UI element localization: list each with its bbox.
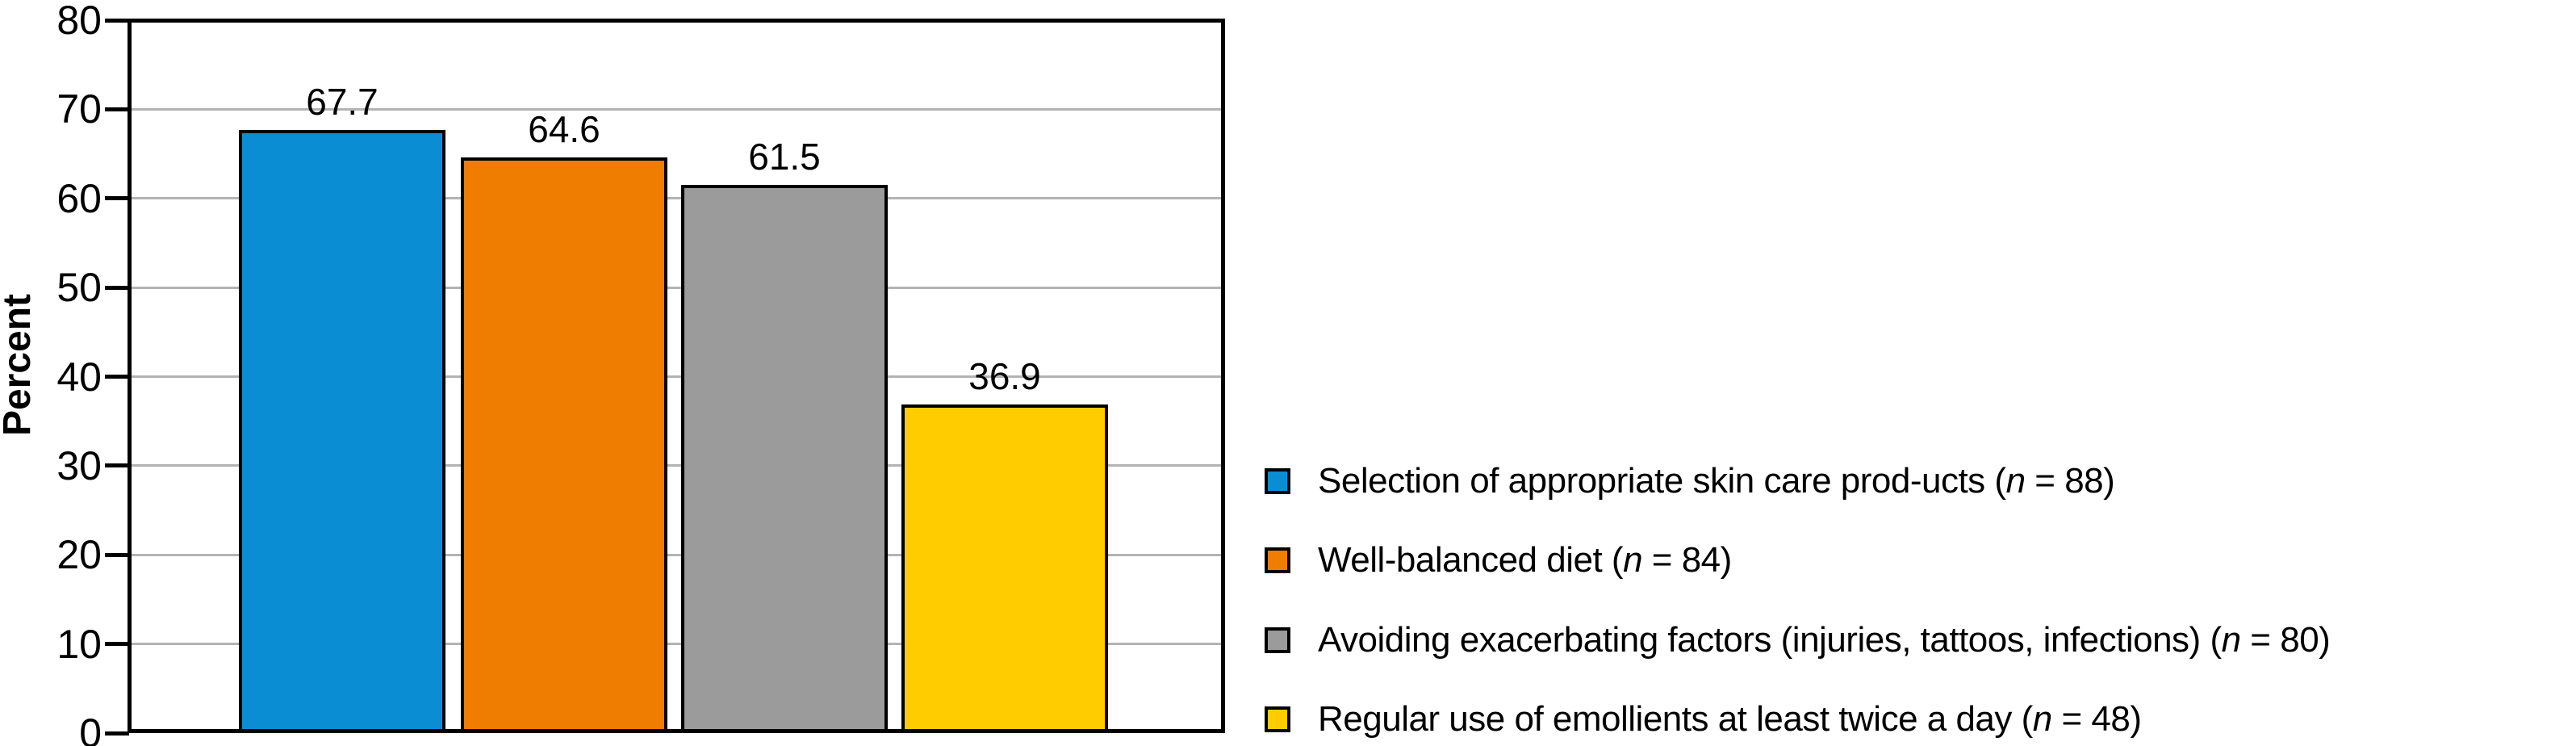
legend-label-n-italic: n <box>1623 540 1643 580</box>
gridline-40 <box>132 375 1223 378</box>
y-tick-mark-60 <box>105 196 129 201</box>
y-tick-mark-50 <box>105 285 129 290</box>
legend-swatch-2 <box>1265 627 1290 653</box>
legend-label-n-italic: n <box>2221 620 2241 660</box>
gridline-10 <box>132 643 1223 646</box>
legend-label-2: Avoiding exacerbating factors (injuries,… <box>1318 616 2331 664</box>
y-tick-mark-20 <box>105 552 129 557</box>
legend-item-1: Well-balanced diet (n = 84) <box>1265 536 2576 585</box>
bar-value-label-2: 61.5 <box>748 136 821 178</box>
bar-2 <box>681 185 888 733</box>
y-tick-mark-40 <box>105 375 129 379</box>
legend-label-count: = 84) <box>1642 540 1733 580</box>
legend-label-count: = 88) <box>2025 461 2115 501</box>
y-tick-label-80: 80 <box>56 0 102 43</box>
legend-item-2: Avoiding exacerbating factors (injuries,… <box>1265 616 2576 664</box>
bar-3 <box>901 404 1108 733</box>
legend-label-count: = 80) <box>2240 620 2331 660</box>
legend-label-text: Avoiding exacerbating factors (injuries,… <box>1318 620 2222 660</box>
gridline-20 <box>132 553 1223 556</box>
legend-label-0: Selection of appropriate skin care prod-… <box>1318 457 2115 505</box>
y-tick-mark-30 <box>105 463 129 468</box>
legend-swatch-0 <box>1265 468 1290 494</box>
legend-label-count: = 48) <box>2051 699 2142 739</box>
bar-value-label-0: 67.7 <box>306 80 378 123</box>
y-tick-mark-70 <box>105 107 129 111</box>
gridline-50 <box>132 286 1223 289</box>
gridline-30 <box>132 464 1223 467</box>
y-tick-label-20: 20 <box>56 532 102 578</box>
legend-label-3: Regular use of emollients at least twice… <box>1318 695 2142 744</box>
legend-swatch-1 <box>1265 547 1290 573</box>
legend-label-text: Regular use of emollients at least twice… <box>1318 699 2033 739</box>
legend-label-n-italic: n <box>2005 461 2026 501</box>
y-tick-mark-0 <box>105 731 129 736</box>
y-tick-label-50: 50 <box>56 265 102 311</box>
legend-swatch-3 <box>1265 706 1290 732</box>
legend-label-1: Well-balanced diet (n = 84) <box>1318 536 1732 585</box>
bar-1 <box>461 157 667 733</box>
legend-item-3: Regular use of emollients at least twice… <box>1265 695 2576 744</box>
gridline-60 <box>132 197 1223 200</box>
y-tick-label-30: 30 <box>56 442 102 488</box>
y-tick-mark-10 <box>105 642 129 647</box>
y-tick-label-10: 10 <box>56 621 102 667</box>
bar-value-label-3: 36.9 <box>968 354 1041 397</box>
legend-label-n-italic: n <box>2032 699 2052 739</box>
bar-0 <box>239 129 445 733</box>
gridline-70 <box>132 107 1223 111</box>
legend-label-text: Selection of appropriate skin care prod-… <box>1318 461 2006 501</box>
y-tick-mark-80 <box>105 18 129 23</box>
y-tick-label-70: 70 <box>56 86 102 132</box>
y-tick-label-60: 60 <box>56 175 102 221</box>
bar-value-label-1: 64.6 <box>528 107 600 150</box>
y-tick-label-0: 0 <box>79 710 102 746</box>
y-tick-label-40: 40 <box>56 354 102 400</box>
legend-item-0: Selection of appropriate skin care prod-… <box>1265 457 2576 505</box>
legend-label-text: Well-balanced diet ( <box>1318 540 1624 580</box>
